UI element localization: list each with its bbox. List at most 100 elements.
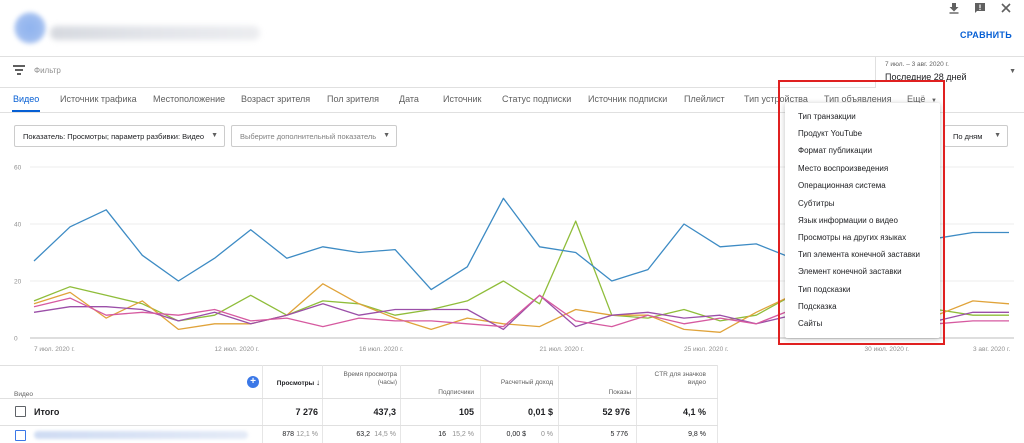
menu-item-playback-location[interactable]: Место воспроизведения (798, 164, 889, 173)
x-tick-label: 30 июл. 2020 г. (865, 346, 910, 353)
column-divider (322, 365, 323, 443)
row-revenue: 0,00 $ (506, 431, 526, 438)
header-views[interactable]: Просмотры ↓ (264, 379, 320, 388)
tab-viewer-age[interactable]: Возраст зрителя (241, 94, 311, 104)
filter-divider (0, 87, 875, 88)
header-divider (0, 56, 1024, 57)
filter-bar[interactable]: Фильтр (0, 57, 875, 85)
select-all-checkbox[interactable] (15, 406, 26, 417)
header: СРАВНИТЬ (0, 0, 1024, 56)
compare-button[interactable]: СРАВНИТЬ (959, 30, 1012, 40)
tab-more-label: Ещё (907, 94, 926, 104)
menu-item-end-screen-element[interactable]: Элемент конечной заставки (798, 267, 902, 276)
dimension-tabs: Видео Источник трафика Местоположение Во… (0, 88, 1024, 112)
column-divider (558, 365, 559, 443)
column-divider (480, 365, 481, 443)
tab-traffic-source[interactable]: Источник трафика (60, 94, 137, 104)
x-tick-label: 7 июл. 2020 г. (34, 346, 75, 353)
row-ctr: 9,8 % (688, 431, 706, 438)
y-tick-label: 20 (14, 279, 22, 286)
menu-item-card[interactable]: Подсказка (798, 302, 837, 311)
total-ctr: 4,1 % (682, 407, 706, 417)
menu-item-operating-system[interactable]: Операционная система (798, 181, 886, 190)
menu-item-youtube-product[interactable]: Продукт YouTube (798, 129, 863, 138)
tab-ad-type[interactable]: Тип объявления (824, 94, 892, 104)
channel-avatar (14, 12, 46, 44)
menu-item-subtitles[interactable]: Субтитры (798, 199, 835, 208)
channel-title-blurred (50, 26, 260, 40)
row-subscribers-pct: 15,2 % (452, 431, 474, 438)
header-subscribers[interactable]: Подписчики (438, 389, 474, 396)
tab-viewer-gender[interactable]: Пол зрителя (327, 94, 380, 104)
extra-metric-select[interactable]: Выберите дополнительный показатель ▼ (231, 125, 397, 147)
x-tick-label: 21 июл. 2020 г. (540, 346, 585, 353)
extra-metric-placeholder: Выберите дополнительный показатель (240, 132, 377, 141)
column-divider (262, 365, 263, 443)
video-title-blurred[interactable] (34, 431, 248, 439)
add-column-icon[interactable]: + (247, 376, 259, 388)
menu-item-end-screen-element-type[interactable]: Тип элемента конечной заставки (798, 250, 920, 259)
header-revenue[interactable]: Расчетный доход (500, 379, 553, 386)
header-ctr[interactable]: CTR для значков видео (654, 371, 707, 386)
header-views-label: Просмотры (276, 380, 315, 387)
header-watch-time[interactable]: Время просмотра (часы) (343, 371, 397, 386)
row-checkbox[interactable] (15, 430, 26, 441)
row-watch-time: 63,2 (356, 431, 370, 438)
menu-item-transaction-type[interactable]: Тип транзакции (798, 112, 856, 121)
tab-video[interactable]: Видео (13, 94, 40, 104)
date-range-label: Последние 28 дней (885, 72, 967, 82)
row-watch-time-pct: 14,5 % (374, 431, 396, 438)
tab-date[interactable]: Дата (399, 94, 419, 104)
column-divider (400, 365, 401, 443)
caret-down-icon: ▼ (994, 132, 1001, 139)
filter-icon (13, 65, 25, 75)
tab-more[interactable]: Ещё ▼ (907, 94, 937, 104)
caret-down-icon: ▼ (383, 132, 390, 139)
y-tick-label: 60 (14, 165, 22, 172)
total-watch-time: 437,3 (373, 407, 396, 417)
filter-input[interactable]: Фильтр (34, 66, 61, 75)
total-revenue: 0,01 $ (527, 407, 553, 417)
row-subscribers: 16 (438, 431, 446, 438)
sort-arrow-icon: ↓ (316, 378, 320, 387)
x-tick-label: 3 авг. 2020 г. (973, 346, 1011, 353)
metric-select-value: Показатель: Просмотры; параметр разбивки… (23, 132, 205, 141)
header-impressions[interactable]: Показы (608, 389, 631, 396)
granularity-select[interactable]: По дням ▼ (944, 125, 1008, 147)
more-dimensions-menu: Тип транзакции Продукт YouTube Формат пу… (785, 103, 940, 338)
x-tick-label: 16 июл. 2020 г. (359, 346, 404, 353)
y-tick-label: 0 (14, 336, 18, 343)
tab-subscription-source[interactable]: Источник подписки (588, 94, 668, 104)
close-icon[interactable] (998, 2, 1014, 18)
feedback-icon[interactable] (972, 2, 988, 18)
caret-down-icon: ▼ (930, 98, 937, 104)
videos-table: Видео + Просмотры ↓ Время просмотра (час… (0, 365, 1024, 443)
x-tick-label: 12 июл. 2020 г. (215, 346, 260, 353)
top-actions (946, 2, 1014, 18)
x-tick-label: 25 июл. 2020 г. (684, 346, 729, 353)
download-icon[interactable] (946, 2, 962, 18)
header-video[interactable]: Видео (14, 391, 33, 398)
active-tab-indicator (12, 110, 40, 112)
date-range-picker[interactable]: 7 июл. – 3 авг. 2020 г. Последние 28 дне… (875, 56, 1024, 88)
row-divider (0, 425, 718, 426)
tab-location[interactable]: Местоположение (153, 94, 226, 104)
menu-item-translation-use[interactable]: Просмотры на других языках (798, 233, 907, 242)
row-views: 878 (282, 431, 294, 438)
tab-playlist[interactable]: Плейлист (684, 94, 725, 104)
menu-item-publication-format[interactable]: Формат публикации (798, 146, 873, 155)
row-impressions: 5 776 (610, 431, 628, 438)
column-divider (717, 365, 718, 443)
granularity-value: По дням (953, 132, 983, 141)
menu-item-sites[interactable]: Сайты (798, 319, 823, 328)
tab-source[interactable]: Источник (443, 94, 482, 104)
menu-item-video-info-language[interactable]: Язык информации о видео (798, 216, 898, 225)
tab-device-type[interactable]: Тип устройства (744, 94, 808, 104)
total-subscribers: 105 (458, 407, 474, 417)
menu-item-card-type[interactable]: Тип подсказки (798, 285, 851, 294)
tab-subscription-status[interactable]: Статус подписки (502, 94, 572, 104)
metric-select[interactable]: Показатель: Просмотры; параметр разбивки… (14, 125, 225, 147)
tabs-divider (0, 112, 1024, 113)
y-tick-label: 40 (14, 222, 22, 229)
row-views-pct: 12,1 % (296, 431, 318, 438)
